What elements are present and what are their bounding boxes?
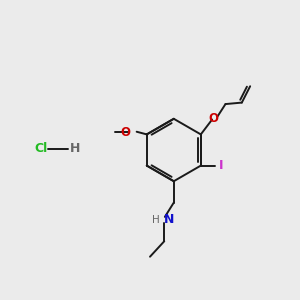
Text: H: H	[70, 142, 81, 155]
Text: I: I	[219, 159, 223, 172]
Text: Cl: Cl	[34, 142, 47, 155]
Text: N: N	[164, 213, 174, 226]
Text: H: H	[152, 215, 160, 225]
Text: O: O	[121, 125, 131, 139]
Text: O: O	[208, 112, 218, 125]
